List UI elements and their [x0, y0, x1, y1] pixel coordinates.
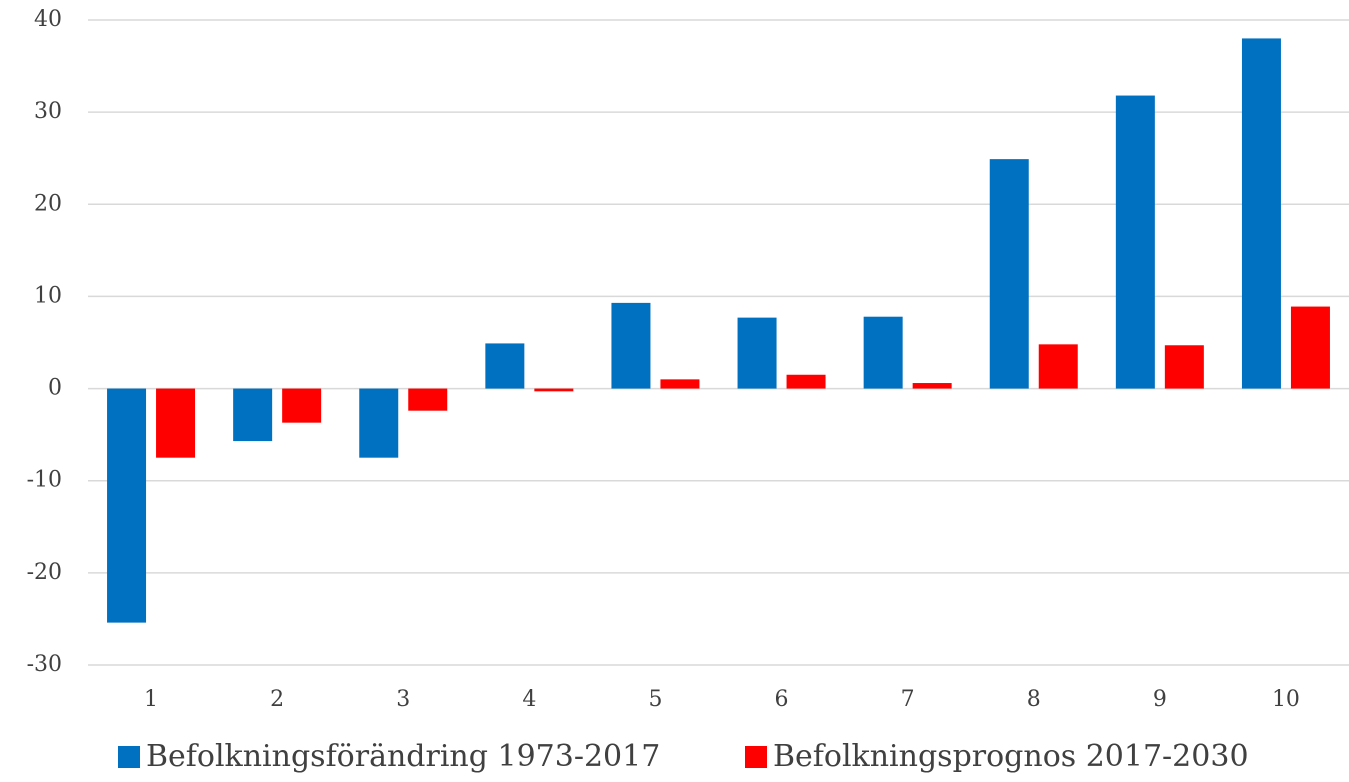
y-tick-label: 10 — [34, 283, 62, 308]
bar — [912, 383, 952, 389]
bar — [156, 388, 196, 458]
bar — [107, 388, 147, 623]
legend-label: Befolkningsförändring 1973-2017 — [146, 739, 660, 774]
bar — [282, 388, 322, 423]
bar — [863, 316, 903, 389]
bar — [1290, 306, 1330, 389]
y-tick-label: 20 — [34, 191, 62, 216]
bar — [408, 388, 448, 411]
bar — [1115, 95, 1155, 389]
x-tick-label: 9 — [1153, 687, 1167, 712]
x-tick-label: 10 — [1272, 687, 1300, 712]
bar — [233, 388, 273, 442]
bar — [485, 343, 525, 389]
x-tick-label: 4 — [522, 687, 536, 712]
y-tick-label: -20 — [27, 560, 62, 585]
x-tick-label: 1 — [144, 687, 158, 712]
x-tick-label: 8 — [1027, 687, 1041, 712]
x-tick-label: 3 — [396, 687, 410, 712]
bar — [359, 388, 399, 458]
bar — [1241, 38, 1281, 389]
bar — [1038, 344, 1078, 389]
x-tick-label: 2 — [270, 687, 284, 712]
bar — [737, 317, 777, 389]
legend-swatch — [118, 746, 140, 768]
y-tick-label: -10 — [27, 468, 62, 493]
x-tick-label: 5 — [648, 687, 662, 712]
y-tick-label: -30 — [27, 652, 62, 677]
legend-swatch — [745, 746, 767, 768]
bar — [786, 374, 826, 389]
x-tick-label: 6 — [775, 687, 789, 712]
bar — [534, 388, 574, 392]
bar — [660, 379, 700, 389]
bar — [1164, 345, 1204, 389]
bar — [989, 159, 1029, 389]
x-tick-label: 7 — [901, 687, 915, 712]
y-tick-label: 40 — [34, 7, 62, 32]
y-tick-label: 30 — [34, 99, 62, 124]
y-tick-label: 0 — [48, 376, 62, 401]
bar — [611, 302, 651, 389]
legend-label: Befolkningsprognos 2017-2030 — [773, 739, 1249, 774]
